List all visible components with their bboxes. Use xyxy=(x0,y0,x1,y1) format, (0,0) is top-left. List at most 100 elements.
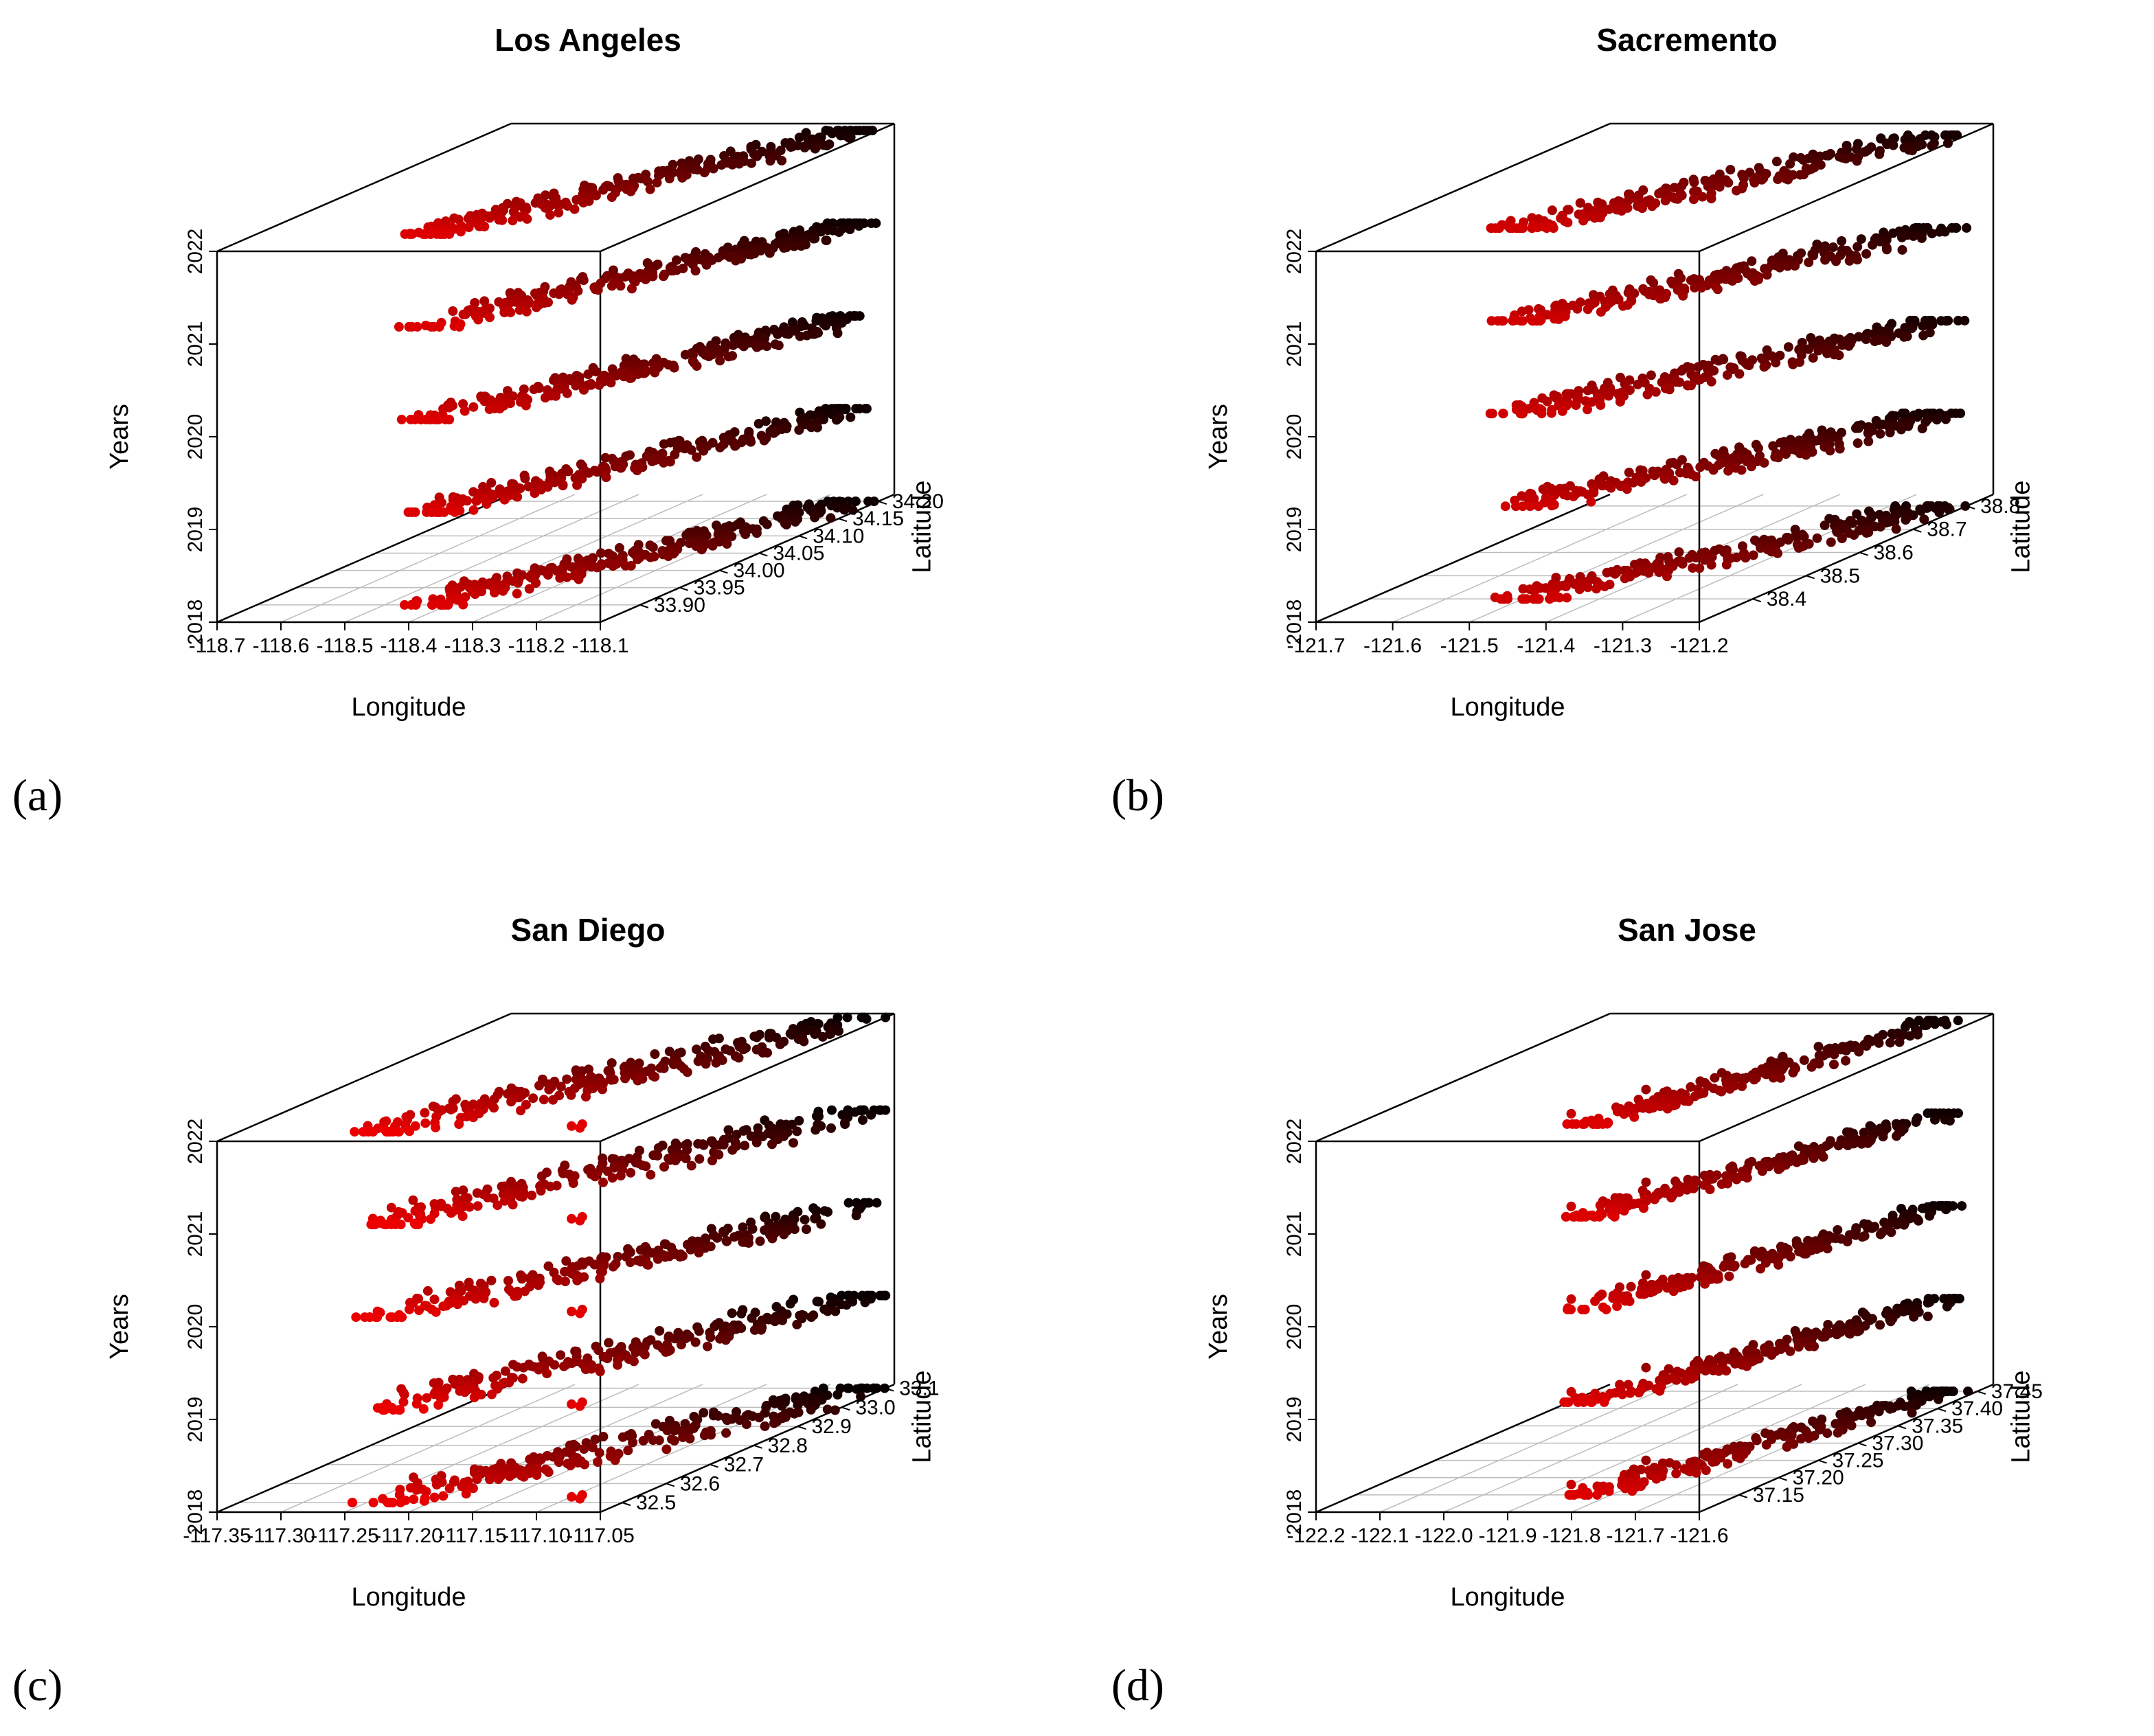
scatter-point xyxy=(601,472,611,483)
scatter-point xyxy=(1868,240,1878,250)
scatter-point xyxy=(593,285,603,295)
scatter-point xyxy=(590,1435,600,1445)
scatter-point xyxy=(411,599,421,610)
scatter-point xyxy=(1587,397,1597,407)
scatter-point xyxy=(1695,462,1705,472)
scatter-point xyxy=(770,1316,780,1327)
scatter-point xyxy=(1762,270,1772,280)
scatter-point xyxy=(777,1401,787,1411)
scatter-point xyxy=(701,1059,711,1069)
scatter-point xyxy=(816,1219,826,1229)
scatter-point xyxy=(1857,1139,1867,1149)
scatter-point xyxy=(1953,1108,1963,1119)
z-tick-label: 2020 xyxy=(184,414,207,460)
x-tick-label: -121.7 xyxy=(1606,1524,1664,1547)
y-tick-label: 32.5 xyxy=(636,1492,676,1514)
y-tick-mark xyxy=(841,1406,850,1411)
scatter-point xyxy=(1817,1332,1828,1342)
scatter-point xyxy=(1680,1375,1690,1386)
scatter-point xyxy=(865,126,875,136)
y-tick-label: 38.7 xyxy=(1927,518,1966,541)
z-tick-label: 2020 xyxy=(1283,1304,1306,1350)
scatter-point xyxy=(512,492,523,502)
scatter-point xyxy=(1854,1047,1864,1057)
scatter-point xyxy=(492,1200,503,1211)
scatter-point xyxy=(738,1222,748,1233)
scatter-point xyxy=(386,1202,396,1213)
scatter-point xyxy=(396,1498,406,1508)
scatter-point xyxy=(1664,385,1675,395)
scatter-point xyxy=(484,213,495,223)
scatter-point xyxy=(641,1161,651,1172)
scatter-point xyxy=(1573,1397,1583,1407)
scatter-point xyxy=(453,1299,463,1310)
scatter-point xyxy=(1793,542,1804,553)
z-tick-label: 2018 xyxy=(1283,1489,1306,1535)
scatter-point xyxy=(633,1075,643,1086)
scatter-point xyxy=(1918,321,1928,331)
scatter-point xyxy=(614,542,624,553)
scatter-point xyxy=(680,350,690,360)
scatter-point xyxy=(1569,1489,1579,1500)
scatter-point xyxy=(1826,537,1836,547)
scatter-point xyxy=(1541,223,1552,233)
box-edge-right-bottom xyxy=(600,493,895,624)
scatter-point xyxy=(1852,242,1863,252)
scatter-point xyxy=(464,1202,475,1212)
scatter-point xyxy=(722,1415,732,1426)
scatter-point xyxy=(784,329,793,339)
scatter-point xyxy=(1852,438,1863,448)
scatter-point xyxy=(396,1220,406,1230)
scatter-point xyxy=(1518,594,1528,604)
scatter-point xyxy=(1798,155,1809,165)
scatter-point xyxy=(408,1195,418,1205)
scatter-point xyxy=(443,599,453,610)
y-tick-label: 33.90 xyxy=(654,594,705,617)
scatter-point xyxy=(405,1304,414,1314)
scatter-point xyxy=(1574,584,1585,595)
scatter-point xyxy=(821,141,832,150)
scatter-point xyxy=(1835,444,1845,454)
scatter-point xyxy=(514,212,525,222)
scatter-point xyxy=(1583,490,1593,500)
scatter-point xyxy=(559,1361,569,1371)
x-tick-label: -118.6 xyxy=(253,635,310,657)
y-axis-label: Latitude xyxy=(2006,1371,2035,1463)
scatter-point xyxy=(1694,563,1705,573)
scatter-point xyxy=(567,1213,577,1224)
scatter-point xyxy=(615,1171,626,1180)
scatter-point xyxy=(1934,507,1945,518)
scatter-point xyxy=(1609,1211,1620,1222)
scatter-point xyxy=(1923,1312,1933,1321)
scatter-point xyxy=(1610,569,1620,579)
scatter-point xyxy=(1620,573,1630,584)
scatter-point xyxy=(1925,1211,1935,1221)
scatter-point xyxy=(562,1074,572,1084)
scatter-point xyxy=(508,216,518,226)
scatter-point xyxy=(1845,1329,1855,1339)
scatter-point xyxy=(1561,582,1571,591)
scatter-point xyxy=(681,530,692,540)
scatter-point xyxy=(506,308,516,318)
y-tick-mark xyxy=(1778,1476,1787,1481)
scatter-point xyxy=(591,190,601,201)
scatter-point xyxy=(1885,1316,1896,1327)
scatter-point xyxy=(578,275,589,286)
scatter-point xyxy=(1753,443,1763,453)
scatter-point xyxy=(1566,1201,1576,1211)
scatter-point xyxy=(1923,1298,1933,1308)
scatter-point xyxy=(493,1474,503,1485)
scatter-point xyxy=(1537,409,1547,419)
scatter-point xyxy=(1897,232,1907,242)
scatter-point xyxy=(670,1155,681,1165)
scatter-point xyxy=(1791,1157,1802,1167)
scatter-point xyxy=(529,384,539,394)
scatter-point xyxy=(1644,568,1654,578)
scatter-point xyxy=(575,1494,585,1504)
z-tick-label: 2018 xyxy=(184,599,207,646)
scatter-point xyxy=(499,1196,510,1206)
scatter-point xyxy=(1683,1096,1694,1106)
scatter-point xyxy=(681,1154,691,1163)
scatter-point xyxy=(715,356,725,366)
scatter-point xyxy=(767,1139,777,1150)
